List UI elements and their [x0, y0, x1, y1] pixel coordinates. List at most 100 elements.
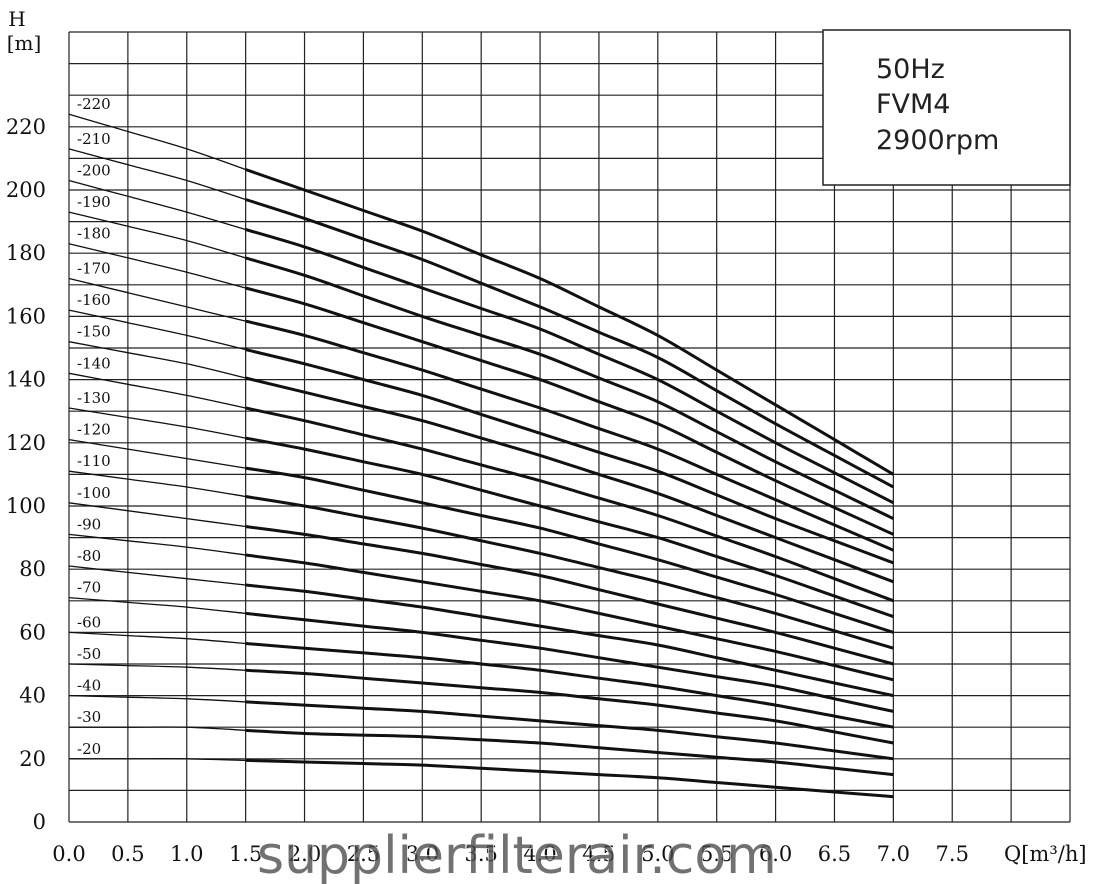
- curve-line: [245, 611, 894, 713]
- curve-label: -210: [77, 130, 111, 148]
- x-tick-label: 0.5: [111, 842, 144, 866]
- x-tick-label: 6.5: [818, 842, 851, 866]
- y-axis-unit: [m]: [7, 31, 42, 55]
- y-tick-label: 140: [6, 368, 46, 392]
- x-axis-ticks: 0.0 0.5 1.0 1.5 2.0 2.5 3.0 3.5 4.0 4.5 5.0 5.5 6.0 6…: [52, 842, 969, 866]
- curve-line-thin: [68, 694, 246, 703]
- curve-line-thin: [68, 470, 246, 498]
- curve-line: [245, 466, 894, 634]
- curve-line: [245, 553, 894, 682]
- curve-line-thin: [68, 243, 246, 289]
- curve-line: [245, 228, 895, 505]
- curve-label: -40: [77, 677, 101, 695]
- curve-line-thin: [68, 372, 246, 409]
- curve-line-thin: [68, 148, 246, 201]
- x-tick-label: 3.5: [464, 842, 497, 866]
- curve-line-thin: [68, 407, 246, 439]
- curve-line-thin: [68, 438, 246, 469]
- curve-line: [245, 436, 894, 619]
- y-tick-label: 40: [19, 684, 46, 708]
- curve-line-thin: [68, 309, 246, 351]
- curve-line-thin: [69, 726, 246, 732]
- curve-line: [245, 668, 894, 745]
- y-tick-label: 80: [19, 557, 46, 581]
- curve-line-thin: [68, 341, 246, 379]
- curve-line-thin: [68, 663, 246, 671]
- curve-line-thin: [69, 758, 246, 762]
- curve-label: -110: [77, 452, 111, 470]
- curve-line: [245, 700, 894, 761]
- y-tick-label: 20: [19, 747, 46, 771]
- curve-line: [245, 525, 894, 666]
- curve-line: [245, 406, 894, 603]
- y-tick-label: 60: [19, 620, 46, 644]
- info-speed: 2900rpm: [876, 125, 999, 156]
- curve-label: -100: [77, 484, 111, 502]
- curve-label: -30: [77, 708, 101, 726]
- curve-label: -120: [77, 421, 111, 439]
- curve-line: [245, 642, 894, 729]
- x-tick-label: 1.5: [229, 842, 262, 866]
- curve-line-thin: [68, 596, 246, 615]
- curve-line-thin: [68, 533, 246, 556]
- x-tick-label: 4.5: [582, 842, 615, 866]
- curve-label: -170: [77, 259, 111, 277]
- y-tick-label: 220: [6, 115, 46, 139]
- x-tick-label: 0.0: [52, 842, 85, 866]
- y-tick-label: 100: [6, 494, 46, 518]
- curve-label: -180: [77, 225, 111, 243]
- curve-label: -190: [77, 193, 111, 211]
- y-tick-label: 160: [6, 304, 46, 328]
- curve-labels: -220 -210 -200 -190 -180 -170 -160 -150 -140 -130…: [77, 95, 111, 758]
- info-box-frame: [822, 29, 1071, 186]
- curve-line: [245, 319, 894, 552]
- curve-line-thin: [68, 631, 246, 645]
- curve-label: -70: [77, 579, 101, 597]
- curve-line: [245, 583, 894, 698]
- x-tick-label: 2.5: [347, 842, 380, 866]
- curve-line-thin: [68, 179, 246, 231]
- y-axis-title: H: [8, 7, 25, 31]
- curve-line: [245, 758, 894, 799]
- y-axis-ticks: 0 20 40 60 80 100 120 140 160 180 200 220: [6, 115, 46, 834]
- x-tick-label: 6.0: [759, 842, 792, 866]
- curve-label: -150: [77, 323, 111, 341]
- info-frequency: 50Hz: [876, 54, 945, 85]
- curve-line: [245, 348, 894, 565]
- curve-line: [245, 495, 894, 650]
- curve-line: [245, 198, 895, 489]
- curve-label: -80: [77, 547, 101, 565]
- curve-line-thin: [68, 565, 246, 586]
- y-tick-label: 180: [6, 241, 46, 265]
- x-tick-label: 7.0: [877, 842, 910, 866]
- curve-line: [245, 286, 895, 536]
- curve-line-thin: [68, 113, 246, 171]
- info-box: 50Hz FVM4 2900rpm: [822, 29, 1071, 186]
- x-tick-label: 7.5: [936, 842, 969, 866]
- y-tick-label: 200: [6, 178, 46, 202]
- curve-line-thin: [68, 502, 246, 528]
- curve-label: -130: [77, 389, 111, 407]
- curve-label: -220: [77, 95, 111, 113]
- curve-label: -60: [77, 613, 101, 631]
- curve-line-thin: [68, 277, 246, 322]
- x-tick-label: 5.0: [641, 842, 674, 866]
- x-tick-label: 4.0: [523, 842, 556, 866]
- curves: [68, 113, 895, 799]
- x-tick-label: 2.0: [288, 842, 321, 866]
- x-tick-label: 1.0: [170, 842, 203, 866]
- curve-label: -200: [77, 162, 111, 180]
- x-tick-label: 3.0: [406, 842, 439, 866]
- curve-line: [245, 376, 894, 584]
- curve-label: -140: [77, 354, 111, 372]
- curve-line: [245, 728, 894, 777]
- curve-label: -90: [77, 515, 101, 533]
- x-tick-label: 5.5: [700, 842, 733, 866]
- grid: [68, 31, 1071, 823]
- y-tick-label: 0: [33, 810, 46, 834]
- curve-line-thin: [68, 211, 246, 259]
- curve-label: -160: [77, 291, 111, 309]
- curve-line: [245, 168, 895, 476]
- y-tick-label: 120: [6, 431, 46, 455]
